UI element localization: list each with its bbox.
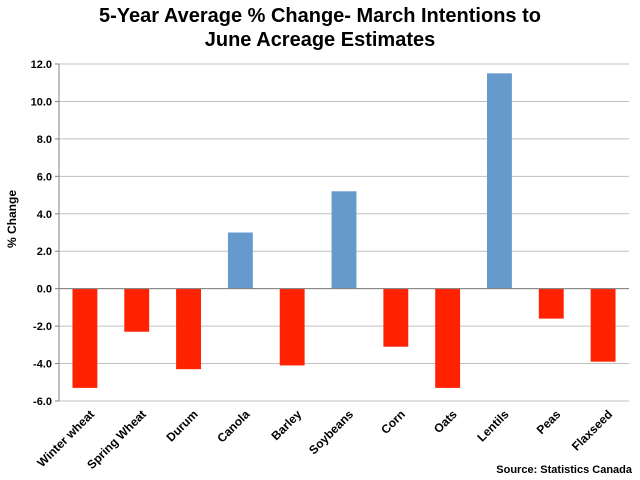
y-tick-label: 10.0 <box>31 96 52 108</box>
y-tick-labels: -6.0 -4.0 -2.0 0.0 2.0 4.0 6.0 8.0 10.0 12.0 <box>31 59 59 408</box>
bar-lentils <box>487 73 512 289</box>
y-tick-label: 0.0 <box>37 284 52 296</box>
chart-title: 5-Year Average % Change- March Intention… <box>0 4 640 52</box>
y-tick-label: 6.0 <box>37 171 52 183</box>
bar-corn <box>383 288 409 347</box>
category-label: Oats <box>431 407 460 436</box>
category-label: Soybeans <box>306 407 356 457</box>
y-tick-label: 8.0 <box>37 134 52 146</box>
bar-canola <box>227 232 253 289</box>
category-label: Corn <box>378 407 408 437</box>
y-axis-title: % Change <box>5 190 19 248</box>
category-label: Barley <box>268 407 304 443</box>
y-tick-label: 2.0 <box>37 246 52 258</box>
bar-peas <box>538 288 564 319</box>
y-tick-label: -6.0 <box>33 396 52 408</box>
category-label: Lentils <box>474 407 511 444</box>
bar-flaxseed <box>590 288 616 362</box>
chart-title-line-1: 5-Year Average % Change- March Intention… <box>99 5 541 27</box>
y-tick-label: 4.0 <box>37 209 52 221</box>
category-label: Peas <box>534 407 564 437</box>
category-label: Canola <box>214 407 252 445</box>
y-tick-label: -4.0 <box>33 359 52 371</box>
bar-barley <box>279 288 305 366</box>
chart-title-line-2: June Acreage Estimates <box>204 29 436 51</box>
gridlines <box>59 63 629 402</box>
bar-oats <box>435 288 461 388</box>
bar-durum <box>176 288 201 370</box>
category-label: Flaxseed <box>569 407 615 453</box>
bar-spring-wheat <box>124 288 150 332</box>
bar-soybeans <box>331 191 357 289</box>
y-tick-label: -2.0 <box>33 321 52 333</box>
bars <box>72 73 616 388</box>
y-tick-label: 12.0 <box>31 59 52 71</box>
bar-winter-wheat <box>72 288 98 388</box>
category-label: Durum <box>163 407 200 444</box>
source-note: Source: Statistics Canada <box>496 464 633 476</box>
